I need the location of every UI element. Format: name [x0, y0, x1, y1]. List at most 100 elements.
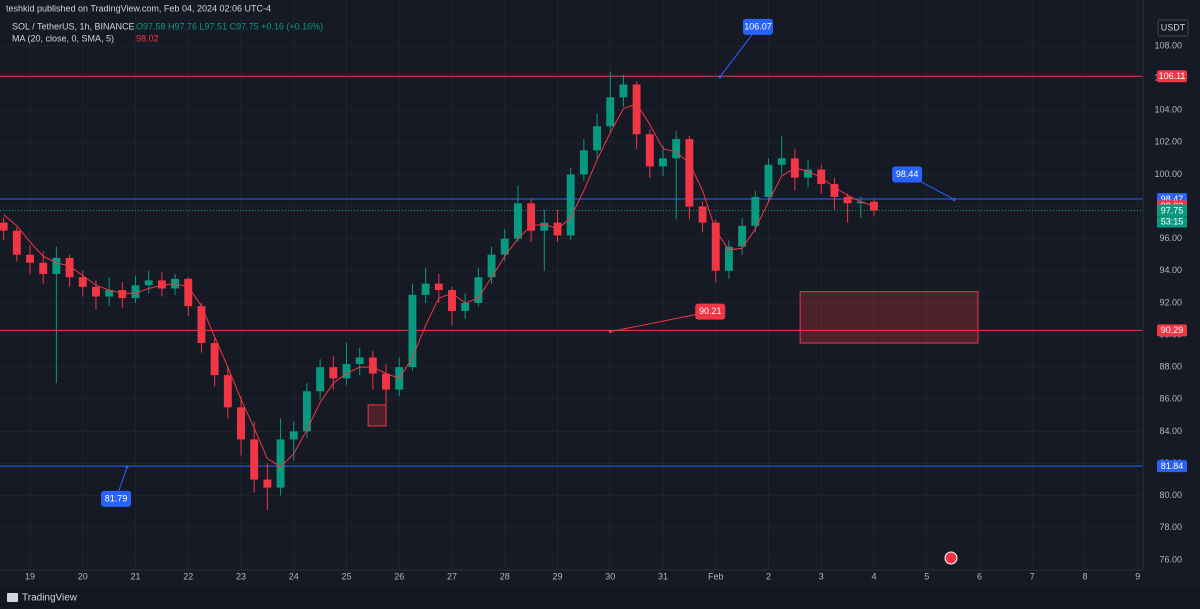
- candle-body: [302, 391, 311, 432]
- candle-body: [777, 158, 786, 165]
- x-tick-label: 27: [447, 571, 457, 581]
- x-tick-label: 20: [78, 571, 88, 581]
- candle-body: [632, 84, 641, 135]
- candle-body: [513, 203, 522, 239]
- candle-body: [698, 206, 707, 223]
- y-tick-label: 94.00: [1159, 265, 1182, 275]
- annotation-connector: [719, 26, 759, 78]
- candle-body: [276, 439, 285, 488]
- countdown-box: [1157, 216, 1187, 228]
- candle-body: [342, 363, 351, 379]
- x-tick-label: 7: [1030, 571, 1035, 581]
- currency-box[interactable]: [1157, 19, 1189, 37]
- candle-body: [448, 290, 456, 311]
- annotation-label[interactable]: 81.79: [105, 493, 128, 503]
- x-tick-label: 22: [183, 571, 193, 581]
- last-price-label: 97.75: [1161, 205, 1184, 215]
- candle-body: [382, 373, 391, 390]
- y-tick-label: 96.00: [1159, 233, 1182, 243]
- x-tick-label: 4: [871, 571, 876, 581]
- candle-body: [368, 357, 377, 374]
- annotation-box[interactable]: [101, 490, 132, 507]
- candle-body: [26, 254, 34, 263]
- x-tick-label: 31: [658, 571, 668, 581]
- candle-body: [289, 431, 298, 440]
- candle-body: [724, 246, 733, 271]
- candle-body: [830, 184, 839, 197]
- candle-body: [184, 278, 193, 307]
- x-tick-label: Feb: [708, 571, 724, 581]
- level-label: 81.84: [1161, 461, 1184, 471]
- candle-body: [316, 367, 325, 392]
- candle-body: [579, 150, 588, 175]
- y-tick-label: 86.00: [1159, 394, 1182, 404]
- candle-body: [764, 164, 773, 197]
- x-tick-label: 2: [766, 571, 771, 581]
- x-tick-label: 5: [924, 571, 929, 581]
- candle-body: [0, 222, 8, 231]
- brand: TradingView: [22, 593, 78, 604]
- ohlc: O97.58 H97.76 L97.51 C97.75 +0.16 (+0.16…: [136, 21, 323, 31]
- y-tick-label: 104.00: [1154, 105, 1182, 115]
- candle-body: [329, 367, 338, 379]
- x-tick-label: 23: [236, 571, 246, 581]
- candle-body: [540, 222, 549, 231]
- candle-body: [197, 306, 206, 344]
- annotation-box[interactable]: [695, 303, 726, 320]
- y-tick-label: 92.00: [1159, 297, 1182, 307]
- candle-body: [408, 294, 417, 368]
- annotation-label[interactable]: 90.21: [699, 306, 722, 316]
- y-tick-label: 80.00: [1159, 490, 1182, 500]
- event-flag[interactable]: [944, 551, 958, 565]
- annotation-label[interactable]: 98.44: [896, 169, 919, 179]
- candle-body: [738, 225, 747, 247]
- candle-body: [157, 280, 166, 289]
- level-label-box: [1157, 324, 1187, 337]
- currency[interactable]: USDT: [1161, 22, 1186, 32]
- x-tick-label: 6: [977, 571, 982, 581]
- y-tick-label: 88.00: [1159, 362, 1182, 372]
- x-tick-label: 25: [341, 571, 351, 581]
- ma-legend-value: 98.02: [136, 33, 159, 43]
- x-tick-label: 26: [394, 571, 404, 581]
- x-tick-label: 30: [605, 571, 615, 581]
- candle-body: [237, 407, 245, 440]
- candle-body: [355, 357, 364, 364]
- annotation-anchor: [125, 465, 129, 469]
- candle-body: [685, 139, 694, 207]
- annotation-connector: [610, 311, 711, 333]
- annotation-label[interactable]: 106.07: [744, 21, 772, 31]
- y-tick-label: 84.00: [1159, 426, 1182, 436]
- zone: [367, 404, 387, 427]
- annotation-box[interactable]: [742, 18, 773, 35]
- x-tick-label: 24: [289, 571, 299, 581]
- candle-body: [843, 196, 852, 204]
- level-label: 98.47: [1161, 194, 1184, 204]
- level-label: 90.29: [1161, 325, 1184, 335]
- plot: 106.07 98.44 90.21 81.79: [0, 18, 1143, 511]
- candle-body: [39, 262, 48, 274]
- candle-body: [434, 283, 443, 291]
- last-price-label-box: [1157, 204, 1187, 217]
- x-tick-label: 21: [131, 571, 141, 581]
- candle-body: [474, 277, 483, 303]
- y-tick-label: 102.00: [1154, 137, 1182, 147]
- candle-body: [751, 196, 760, 226]
- candle-body: [461, 302, 470, 311]
- candle-body: [118, 290, 127, 299]
- candle-body: [250, 439, 259, 480]
- candle-body: [527, 203, 536, 231]
- ma-legend: MA (20, close, 0, SMA, 5): [12, 33, 114, 43]
- ma-line: [3, 103, 875, 468]
- annotation-anchor: [718, 75, 722, 79]
- y-tick-label: 108.00: [1154, 40, 1182, 50]
- zone: [799, 291, 979, 344]
- x-tick-label: 29: [552, 571, 562, 581]
- candle-body: [12, 230, 21, 255]
- candle-body: [672, 139, 681, 159]
- annotation-box[interactable]: [892, 166, 923, 183]
- annotation-anchor: [952, 197, 956, 201]
- y-tick-label: 100.00: [1154, 169, 1182, 179]
